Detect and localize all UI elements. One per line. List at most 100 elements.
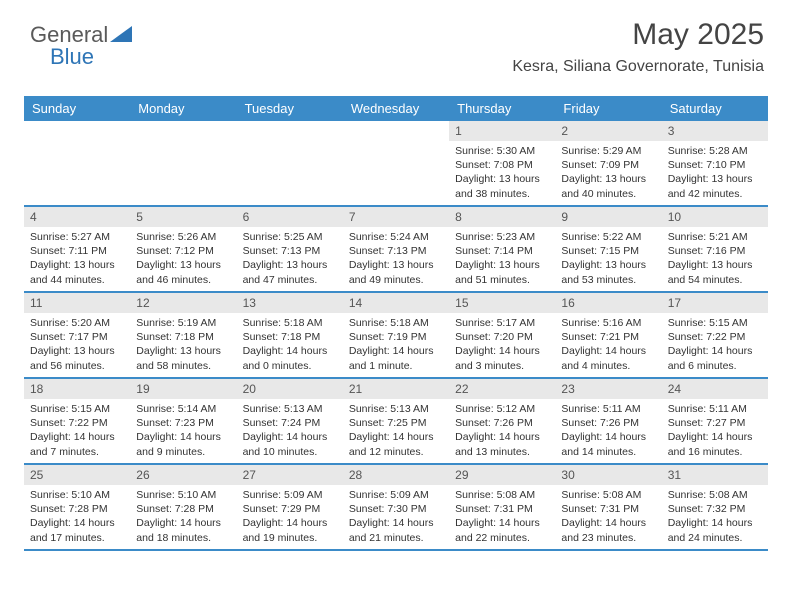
- day-details: Sunrise: 5:24 AMSunset: 7:13 PMDaylight:…: [343, 227, 449, 291]
- calendar-day-cell: 15Sunrise: 5:17 AMSunset: 7:20 PMDayligh…: [449, 293, 555, 377]
- day-number: 30: [555, 465, 661, 485]
- sunset-text: Sunset: 7:13 PM: [349, 244, 443, 258]
- daylight-text: Daylight: 13 hours and 40 minutes.: [561, 172, 655, 200]
- day-details: Sunrise: 5:30 AMSunset: 7:08 PMDaylight:…: [449, 141, 555, 205]
- calendar-day-cell: [24, 121, 130, 205]
- sunrise-text: Sunrise: 5:28 AM: [668, 144, 762, 158]
- calendar-day-cell: 27Sunrise: 5:09 AMSunset: 7:29 PMDayligh…: [237, 465, 343, 549]
- calendar-day-cell: 21Sunrise: 5:13 AMSunset: 7:25 PMDayligh…: [343, 379, 449, 463]
- day-number: 22: [449, 379, 555, 399]
- calendar-day-cell: 4Sunrise: 5:27 AMSunset: 7:11 PMDaylight…: [24, 207, 130, 291]
- calendar-day-cell: 14Sunrise: 5:18 AMSunset: 7:19 PMDayligh…: [343, 293, 449, 377]
- sunrise-text: Sunrise: 5:16 AM: [561, 316, 655, 330]
- sunset-text: Sunset: 7:12 PM: [136, 244, 230, 258]
- daylight-text: Daylight: 13 hours and 42 minutes.: [668, 172, 762, 200]
- calendar-day-cell: 20Sunrise: 5:13 AMSunset: 7:24 PMDayligh…: [237, 379, 343, 463]
- day-details: Sunrise: 5:09 AMSunset: 7:29 PMDaylight:…: [237, 485, 343, 549]
- sunrise-text: Sunrise: 5:15 AM: [30, 402, 124, 416]
- sunrise-text: Sunrise: 5:27 AM: [30, 230, 124, 244]
- day-number: 16: [555, 293, 661, 313]
- sunrise-text: Sunrise: 5:08 AM: [561, 488, 655, 502]
- day-details: Sunrise: 5:29 AMSunset: 7:09 PMDaylight:…: [555, 141, 661, 205]
- calendar-day-cell: 22Sunrise: 5:12 AMSunset: 7:26 PMDayligh…: [449, 379, 555, 463]
- sunset-text: Sunset: 7:19 PM: [349, 330, 443, 344]
- daylight-text: Daylight: 14 hours and 17 minutes.: [30, 516, 124, 544]
- day-number: 12: [130, 293, 236, 313]
- sunrise-text: Sunrise: 5:25 AM: [243, 230, 337, 244]
- calendar-day-cell: 3Sunrise: 5:28 AMSunset: 7:10 PMDaylight…: [662, 121, 768, 205]
- daylight-text: Daylight: 14 hours and 12 minutes.: [349, 430, 443, 458]
- calendar-day-cell: 25Sunrise: 5:10 AMSunset: 7:28 PMDayligh…: [24, 465, 130, 549]
- sunset-text: Sunset: 7:22 PM: [30, 416, 124, 430]
- sunset-text: Sunset: 7:26 PM: [455, 416, 549, 430]
- daylight-text: Daylight: 14 hours and 4 minutes.: [561, 344, 655, 372]
- sunset-text: Sunset: 7:08 PM: [455, 158, 549, 172]
- day-label-tue: Tuesday: [237, 96, 343, 121]
- daylight-text: Daylight: 14 hours and 16 minutes.: [668, 430, 762, 458]
- day-number: 8: [449, 207, 555, 227]
- day-details: Sunrise: 5:12 AMSunset: 7:26 PMDaylight:…: [449, 399, 555, 463]
- sunrise-text: Sunrise: 5:19 AM: [136, 316, 230, 330]
- sunset-text: Sunset: 7:18 PM: [136, 330, 230, 344]
- day-details: Sunrise: 5:18 AMSunset: 7:19 PMDaylight:…: [343, 313, 449, 377]
- sunset-text: Sunset: 7:32 PM: [668, 502, 762, 516]
- day-number: 25: [24, 465, 130, 485]
- sunset-text: Sunset: 7:21 PM: [561, 330, 655, 344]
- calendar-day-cell: [343, 121, 449, 205]
- calendar-day-cell: 13Sunrise: 5:18 AMSunset: 7:18 PMDayligh…: [237, 293, 343, 377]
- sunrise-text: Sunrise: 5:22 AM: [561, 230, 655, 244]
- sunrise-text: Sunrise: 5:23 AM: [455, 230, 549, 244]
- sunrise-text: Sunrise: 5:11 AM: [561, 402, 655, 416]
- calendar-day-cell: [237, 121, 343, 205]
- sunrise-text: Sunrise: 5:18 AM: [349, 316, 443, 330]
- calendar-grid: Sunday Monday Tuesday Wednesday Thursday…: [24, 96, 768, 551]
- sunset-text: Sunset: 7:31 PM: [455, 502, 549, 516]
- month-title: May 2025: [512, 18, 764, 52]
- daylight-text: Daylight: 14 hours and 19 minutes.: [243, 516, 337, 544]
- day-details: Sunrise: 5:25 AMSunset: 7:13 PMDaylight:…: [237, 227, 343, 291]
- sunset-text: Sunset: 7:28 PM: [30, 502, 124, 516]
- day-details: Sunrise: 5:09 AMSunset: 7:30 PMDaylight:…: [343, 485, 449, 549]
- calendar-day-cell: 7Sunrise: 5:24 AMSunset: 7:13 PMDaylight…: [343, 207, 449, 291]
- day-number: 5: [130, 207, 236, 227]
- day-label-fri: Friday: [555, 96, 661, 121]
- sunset-text: Sunset: 7:14 PM: [455, 244, 549, 258]
- day-number: 29: [449, 465, 555, 485]
- sunrise-text: Sunrise: 5:20 AM: [30, 316, 124, 330]
- calendar-day-cell: 19Sunrise: 5:14 AMSunset: 7:23 PMDayligh…: [130, 379, 236, 463]
- day-number: 17: [662, 293, 768, 313]
- day-details: Sunrise: 5:27 AMSunset: 7:11 PMDaylight:…: [24, 227, 130, 291]
- calendar-day-cell: 26Sunrise: 5:10 AMSunset: 7:28 PMDayligh…: [130, 465, 236, 549]
- sunrise-text: Sunrise: 5:08 AM: [455, 488, 549, 502]
- calendar-day-cell: 31Sunrise: 5:08 AMSunset: 7:32 PMDayligh…: [662, 465, 768, 549]
- daylight-text: Daylight: 13 hours and 49 minutes.: [349, 258, 443, 286]
- day-details: Sunrise: 5:18 AMSunset: 7:18 PMDaylight:…: [237, 313, 343, 377]
- sunrise-text: Sunrise: 5:29 AM: [561, 144, 655, 158]
- daylight-text: Daylight: 13 hours and 51 minutes.: [455, 258, 549, 286]
- sunrise-text: Sunrise: 5:09 AM: [349, 488, 443, 502]
- day-number: 15: [449, 293, 555, 313]
- daylight-text: Daylight: 13 hours and 38 minutes.: [455, 172, 549, 200]
- daylight-text: Daylight: 14 hours and 0 minutes.: [243, 344, 337, 372]
- day-number: 6: [237, 207, 343, 227]
- day-details: Sunrise: 5:16 AMSunset: 7:21 PMDaylight:…: [555, 313, 661, 377]
- day-details: Sunrise: 5:10 AMSunset: 7:28 PMDaylight:…: [24, 485, 130, 549]
- calendar-week-row: 1Sunrise: 5:30 AMSunset: 7:08 PMDaylight…: [24, 121, 768, 207]
- daylight-text: Daylight: 14 hours and 13 minutes.: [455, 430, 549, 458]
- day-number: 19: [130, 379, 236, 399]
- daylight-text: Daylight: 13 hours and 44 minutes.: [30, 258, 124, 286]
- day-number: 7: [343, 207, 449, 227]
- calendar-week-row: 18Sunrise: 5:15 AMSunset: 7:22 PMDayligh…: [24, 379, 768, 465]
- day-details: Sunrise: 5:13 AMSunset: 7:24 PMDaylight:…: [237, 399, 343, 463]
- calendar-day-cell: 29Sunrise: 5:08 AMSunset: 7:31 PMDayligh…: [449, 465, 555, 549]
- day-label-sat: Saturday: [662, 96, 768, 121]
- calendar-day-cell: 8Sunrise: 5:23 AMSunset: 7:14 PMDaylight…: [449, 207, 555, 291]
- sunset-text: Sunset: 7:22 PM: [668, 330, 762, 344]
- day-details: Sunrise: 5:08 AMSunset: 7:32 PMDaylight:…: [662, 485, 768, 549]
- sunrise-text: Sunrise: 5:26 AM: [136, 230, 230, 244]
- day-details: Sunrise: 5:23 AMSunset: 7:14 PMDaylight:…: [449, 227, 555, 291]
- sunrise-text: Sunrise: 5:11 AM: [668, 402, 762, 416]
- sunrise-text: Sunrise: 5:15 AM: [668, 316, 762, 330]
- day-details: Sunrise: 5:13 AMSunset: 7:25 PMDaylight:…: [343, 399, 449, 463]
- calendar-day-cell: [130, 121, 236, 205]
